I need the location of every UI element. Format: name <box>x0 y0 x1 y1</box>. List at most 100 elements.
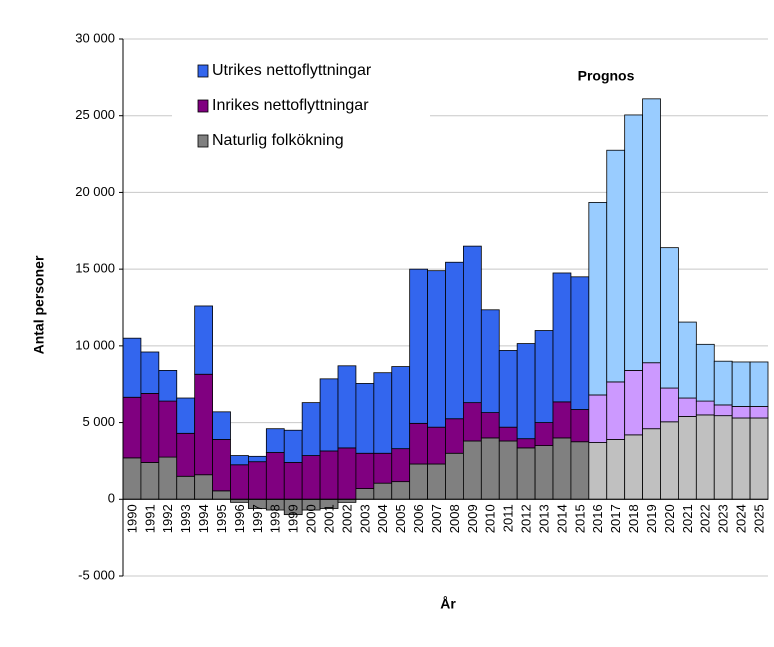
legend-swatch <box>197 99 209 113</box>
x-tick-label: 2009 <box>465 504 480 533</box>
bar-segment <box>498 440 518 500</box>
bar-segment <box>283 429 303 463</box>
x-tick-label: 1994 <box>196 504 211 533</box>
bar-segment <box>158 370 178 402</box>
bar-segment <box>516 438 536 449</box>
bar-segment <box>713 404 733 417</box>
x-tick-label: 2015 <box>572 504 587 533</box>
bar-segment <box>122 457 142 500</box>
bar-segment <box>463 440 482 500</box>
bar-segment <box>588 202 608 396</box>
bar-segment <box>588 442 608 500</box>
bar-segment <box>642 428 661 500</box>
bar-segment <box>570 276 590 410</box>
bar-segment <box>373 482 393 500</box>
x-tick-label: 2019 <box>644 504 659 533</box>
bar-segment <box>248 461 267 500</box>
bar-segment <box>319 378 339 452</box>
bar-segment <box>445 452 464 500</box>
bar-segment <box>660 421 679 500</box>
bar-segment <box>695 343 715 402</box>
bar-segment <box>212 411 231 440</box>
bar-segment <box>176 397 196 434</box>
bar-segment <box>660 387 679 423</box>
bar-segment <box>337 447 357 500</box>
bar-segment <box>301 402 321 456</box>
x-tick-label: 2024 <box>734 504 749 533</box>
x-tick-label: 2004 <box>375 504 390 533</box>
bar-segment <box>301 455 321 500</box>
bar-segment <box>230 455 249 466</box>
x-tick-label: 1998 <box>268 504 283 533</box>
x-tick-label: 2003 <box>357 504 372 533</box>
bar-segment <box>731 406 751 419</box>
bar-segment <box>355 488 375 500</box>
bar-segment <box>427 426 446 465</box>
bar-segment <box>678 416 697 500</box>
y-tick-label: 15 000 <box>75 261 115 276</box>
bar-segment <box>498 350 518 428</box>
x-tick-label: 1999 <box>286 504 301 533</box>
bar-segment <box>713 360 733 406</box>
bar-segment <box>678 397 697 417</box>
bar-segment <box>212 490 231 500</box>
bar-segment <box>749 417 769 500</box>
y-tick-label: 30 000 <box>75 30 115 45</box>
y-axis-title: Antal personer <box>31 255 47 354</box>
y-tick-label: 20 000 <box>75 184 115 199</box>
bar-segment <box>624 114 643 371</box>
bar-segment <box>624 370 643 436</box>
legend-box <box>172 55 430 163</box>
x-tick-label: 2007 <box>429 504 444 533</box>
bar-segment <box>373 372 393 454</box>
bar-segment <box>552 272 572 403</box>
bar-segment <box>409 463 428 500</box>
x-tick-label: 2023 <box>716 504 731 533</box>
x-tick-label: 2016 <box>590 504 605 533</box>
bar-segment <box>749 361 769 407</box>
y-tick-label: 5 000 <box>82 414 115 429</box>
bar-segment <box>194 474 213 500</box>
x-tick-label: 2002 <box>339 504 354 533</box>
bar-segment <box>534 330 554 423</box>
bar-segment <box>749 406 769 419</box>
bar-segment <box>731 361 751 407</box>
bar-segment <box>588 394 608 443</box>
bar-segment <box>176 432 196 477</box>
y-tick-label: 25 000 <box>75 107 115 122</box>
bar-segment <box>642 362 661 430</box>
bar-segment <box>355 383 375 454</box>
x-tick-label: 2008 <box>447 504 462 533</box>
bar-segment <box>283 462 303 500</box>
x-tick-label: 2020 <box>662 504 677 533</box>
bar-segment <box>122 396 142 459</box>
y-tick-label: 0 <box>108 491 115 506</box>
bar-segment <box>695 400 715 416</box>
bar-segment <box>265 452 285 500</box>
bar-segment <box>534 445 554 500</box>
x-tick-label: 2021 <box>680 504 695 533</box>
bar-segment <box>230 464 249 500</box>
x-tick-label: 1997 <box>250 504 265 533</box>
bar-segment <box>427 270 446 428</box>
bar-segment <box>319 450 339 500</box>
x-tick-label: 2025 <box>751 504 766 533</box>
x-tick-label: 1990 <box>124 504 139 533</box>
bar-segment <box>678 321 697 399</box>
bar-segment <box>695 414 715 500</box>
legend-label: Naturlig folkökning <box>212 132 344 149</box>
bar-segment <box>463 402 482 442</box>
bar-segment <box>373 452 393 484</box>
bar-segment <box>355 452 375 489</box>
x-tick-label: 2013 <box>536 504 551 533</box>
bar-segment <box>248 455 267 463</box>
bar-segment <box>498 426 518 442</box>
x-tick-label: 2018 <box>626 504 641 533</box>
bar-segment <box>463 245 482 404</box>
bar-segment <box>660 247 679 389</box>
legend-swatch <box>197 134 209 148</box>
x-tick-label: 2005 <box>393 504 408 533</box>
bar-segment <box>140 351 160 394</box>
bar-segment <box>140 462 160 500</box>
bar-segment <box>606 149 626 383</box>
